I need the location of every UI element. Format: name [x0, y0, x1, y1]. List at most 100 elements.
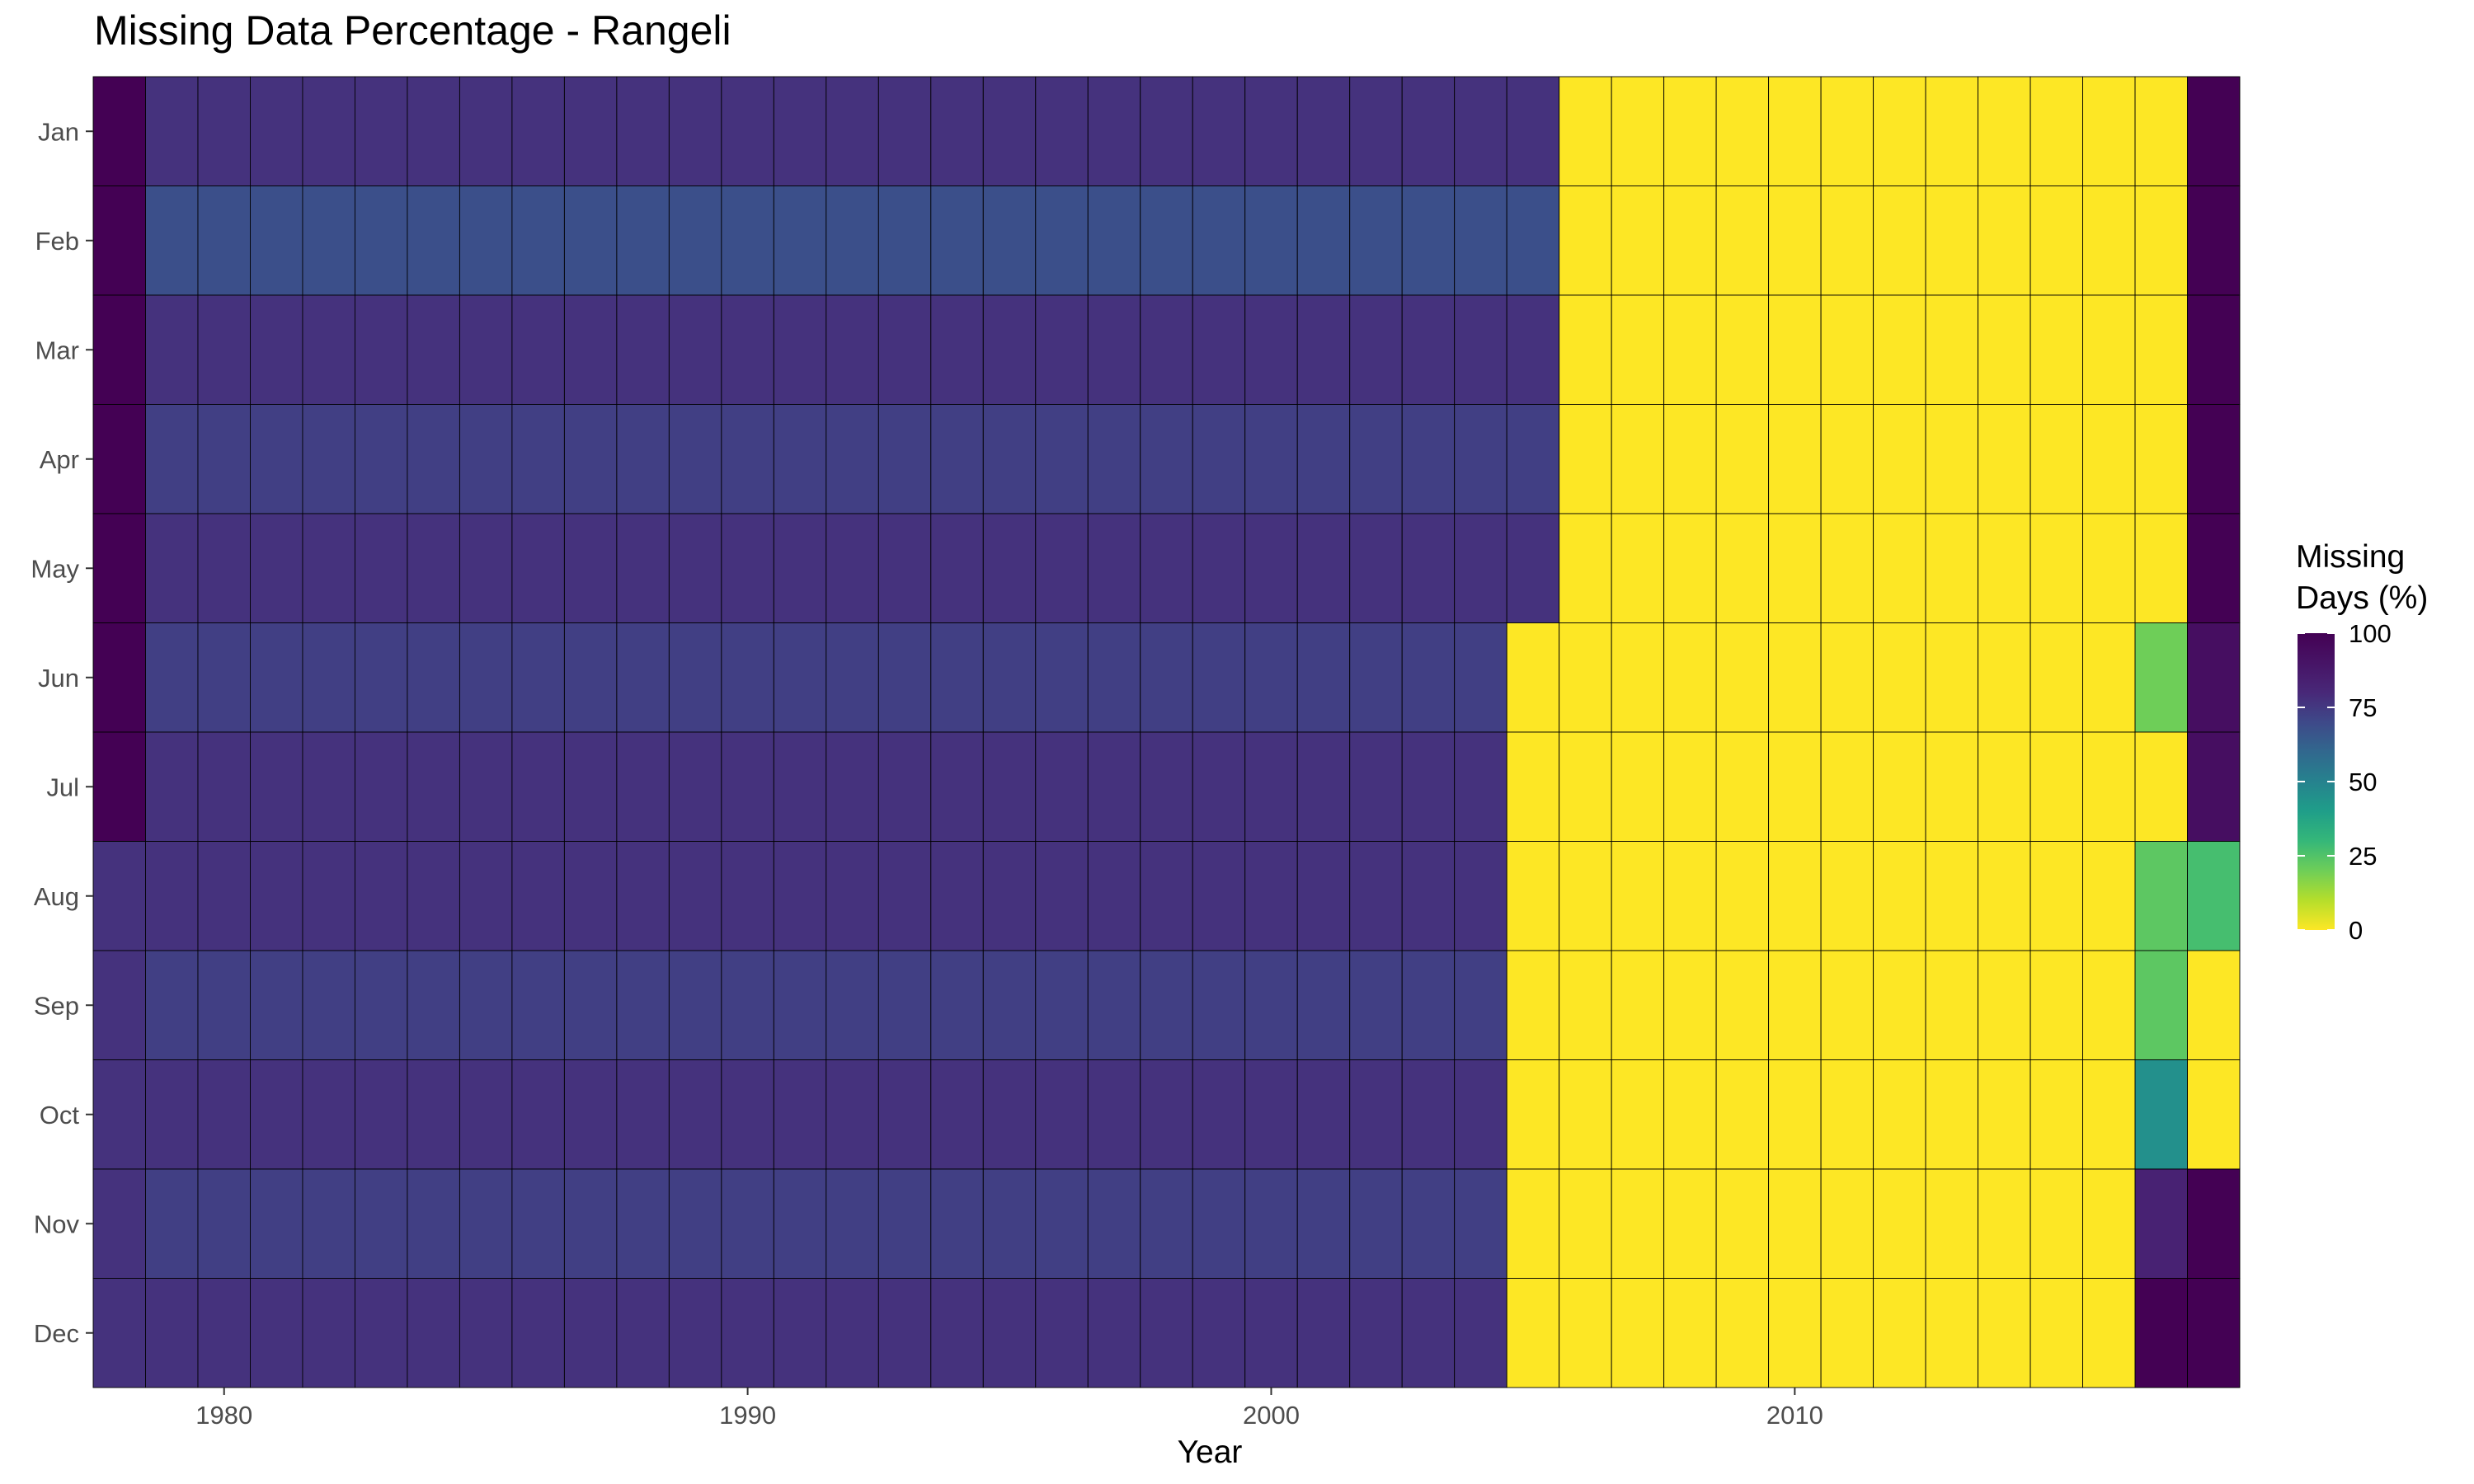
heatmap-cell: [1873, 622, 1926, 733]
heatmap-cell: [1349, 513, 1403, 623]
heatmap-cell: [2134, 731, 2188, 842]
heatmap-cell: [197, 76, 251, 186]
heatmap-cell: [354, 1059, 408, 1170]
heatmap-cell: [1925, 950, 1979, 1060]
heatmap-cell: [1506, 841, 1560, 951]
heatmap-cell: [1715, 404, 1770, 514]
heatmap-cell: [930, 622, 984, 733]
heatmap-cell: [2030, 186, 2083, 296]
heatmap-cell: [302, 950, 355, 1060]
heatmap-cell: [1087, 513, 1141, 623]
legend-title-line-1: Missing: [2296, 539, 2405, 575]
heatmap-cell: [1401, 513, 1456, 623]
heatmap-cell: [930, 1278, 984, 1388]
heatmap-cell: [1140, 404, 1193, 514]
x-tick-label: 2010: [1766, 1401, 1823, 1430]
heatmap-cell: [1663, 513, 1717, 623]
heatmap-cell: [616, 76, 670, 186]
heatmap-cell: [825, 1059, 879, 1170]
heatmap-cell: [511, 1168, 565, 1279]
y-tick-label: Oct: [40, 1101, 80, 1129]
heatmap-cell: [563, 1278, 618, 1388]
heatmap-cell: [1035, 950, 1089, 1060]
heatmap-cell: [563, 841, 618, 951]
heatmap-cell: [563, 731, 618, 842]
heatmap-cell: [250, 841, 303, 951]
heatmap-cell: [1768, 294, 1822, 405]
heatmap-cell: [354, 513, 408, 623]
heatmap-cell: [1140, 950, 1193, 1060]
heatmap-cell: [2187, 731, 2241, 842]
heatmap-cell: [302, 294, 355, 405]
heatmap-cell: [2134, 294, 2188, 405]
heatmap-cell: [2134, 1059, 2188, 1170]
heatmap-cell: [1978, 294, 2031, 405]
heatmap-cell: [1978, 1168, 2031, 1279]
heatmap-cell: [1087, 731, 1141, 842]
heatmap-cell: [407, 294, 460, 405]
heatmap-cell: [1715, 1059, 1770, 1170]
heatmap-cell: [1768, 731, 1822, 842]
heatmap-cell: [721, 622, 774, 733]
heatmap-cell: [982, 841, 1037, 951]
heatmap-cell: [92, 1059, 146, 1170]
heatmap-cell: [773, 404, 827, 514]
heatmap-cell: [1192, 622, 1246, 733]
heatmap-cell: [668, 404, 722, 514]
heatmap-cell: [2082, 622, 2136, 733]
heatmap-cell: [773, 1059, 827, 1170]
heatmap-cell: [2082, 1168, 2136, 1279]
legend-tick-label: 75: [2349, 693, 2377, 722]
heatmap-cell: [92, 950, 146, 1060]
heatmap-cell: [1611, 513, 1665, 623]
heatmap-cell: [1820, 1168, 1874, 1279]
heatmap-cell: [1035, 513, 1089, 623]
heatmap-cell: [2082, 294, 2136, 405]
heatmap-cell: [197, 404, 251, 514]
heatmap-cell: [197, 950, 251, 1060]
heatmap-cell: [1925, 1278, 1979, 1388]
heatmap-cell: [250, 294, 303, 405]
heatmap-cell: [1611, 731, 1665, 842]
heatmap-cell: [1768, 1059, 1822, 1170]
heatmap-cell: [511, 294, 565, 405]
heatmap-cell: [354, 731, 408, 842]
heatmap-cell: [1192, 950, 1246, 1060]
heatmap-cell: [1192, 841, 1246, 951]
heatmap-cell: [407, 513, 460, 623]
heatmap-cell: [668, 294, 722, 405]
heatmap-cell: [511, 1059, 565, 1170]
heatmap-cell: [197, 731, 251, 842]
heatmap-cell: [616, 731, 670, 842]
heatmap-cell: [721, 1059, 774, 1170]
heatmap-cell: [302, 731, 355, 842]
heatmap-cell: [825, 186, 879, 296]
heatmap-cell: [1978, 731, 2031, 842]
heatmap-cell: [930, 186, 984, 296]
heatmap-cell: [1559, 950, 1612, 1060]
heatmap-cell: [1663, 950, 1717, 1060]
heatmap-cell: [407, 731, 460, 842]
heatmap-cell: [1244, 404, 1298, 514]
heatmap-cell: [1506, 950, 1560, 1060]
heatmap-cell: [250, 513, 303, 623]
heatmap-cell: [668, 76, 722, 186]
heatmap-cell: [2030, 950, 2083, 1060]
heatmap-cell: [407, 622, 460, 733]
heatmap-cell: [1140, 1059, 1193, 1170]
heatmap-cell: [1978, 950, 2031, 1060]
heatmap-cell: [1035, 1278, 1089, 1388]
heatmap-cell: [1873, 1168, 1926, 1279]
heatmap-cell: [459, 622, 513, 733]
heatmap-cell: [459, 404, 513, 514]
heatmap-cell: [1296, 513, 1351, 623]
heatmap-cell: [92, 622, 146, 733]
heatmap-cell: [1349, 1059, 1403, 1170]
heatmap-cell: [1087, 404, 1141, 514]
heatmap-cell: [1454, 1168, 1507, 1279]
heatmap-cell: [302, 186, 355, 296]
heatmap-cell: [250, 76, 303, 186]
heatmap-cell: [930, 1059, 984, 1170]
heatmap-cell: [1035, 622, 1089, 733]
